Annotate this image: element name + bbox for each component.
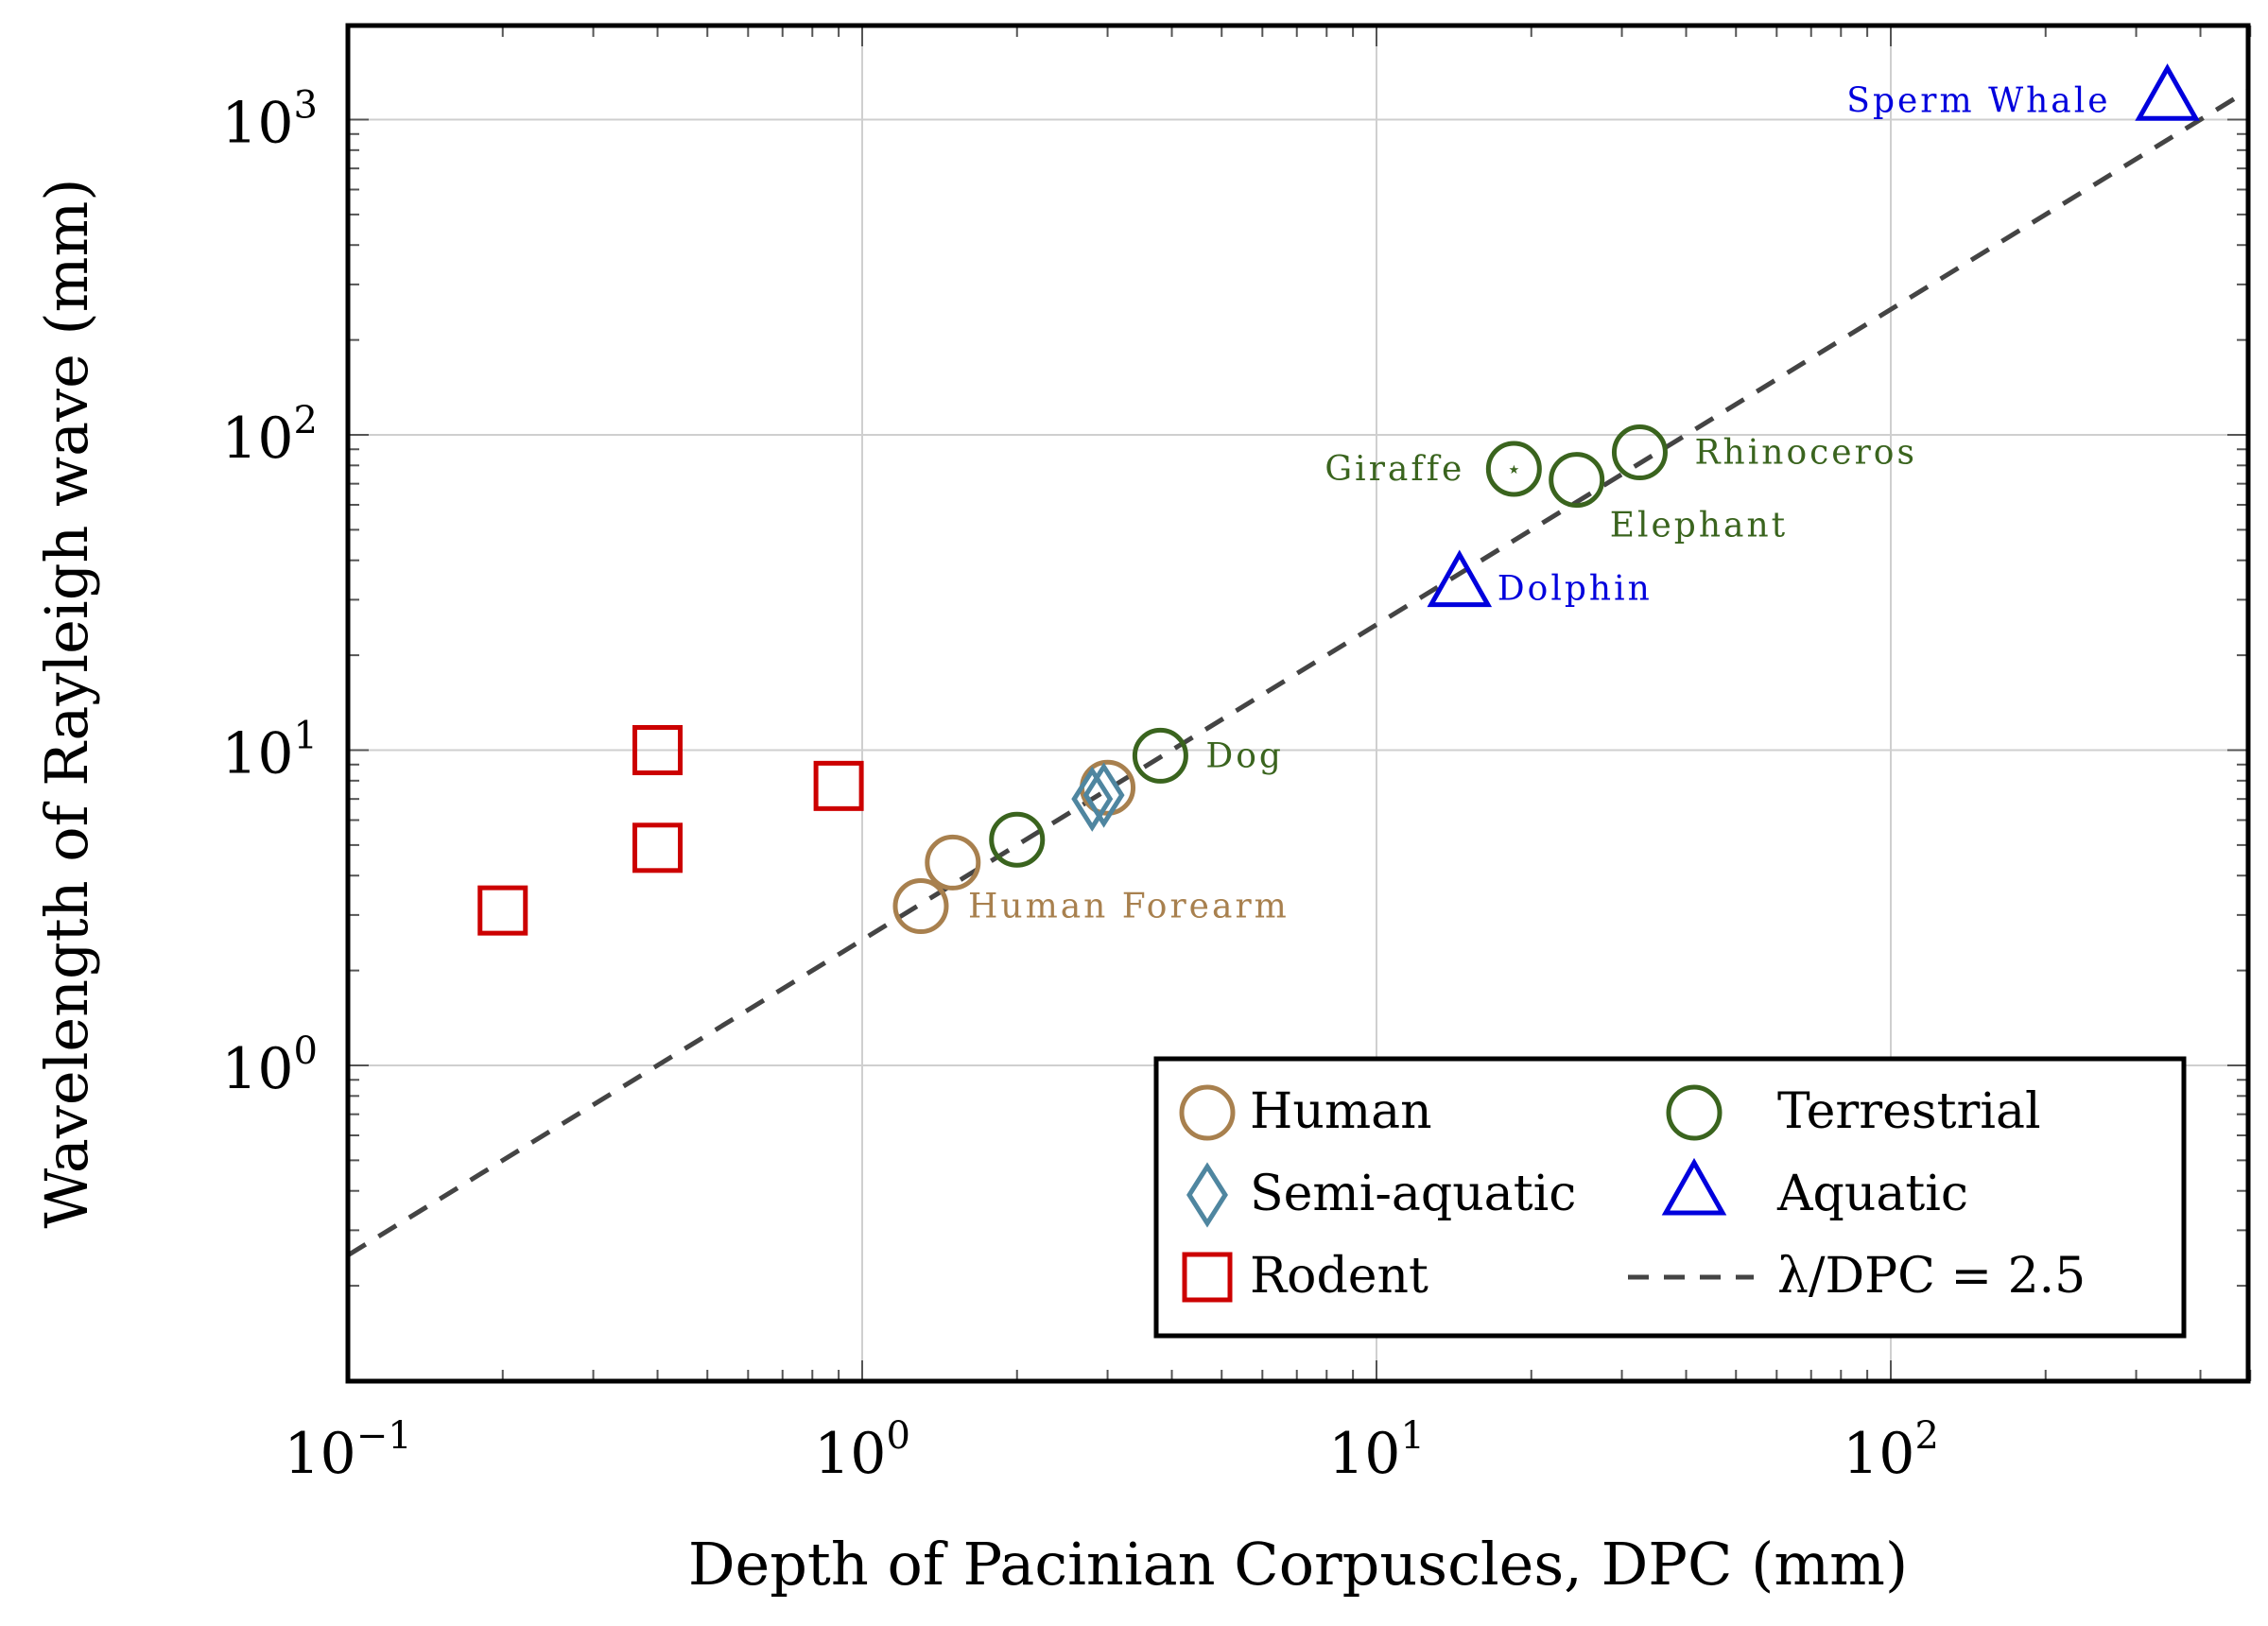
circle-marker: [892, 878, 949, 935]
legend-label-semi-aquatic: Semi-aquatic: [1250, 1166, 1576, 1222]
legend: Human Semi-aquatic Rodent Terrestrial Aq…: [1153, 1056, 2187, 1339]
star-icon: ⋆: [1506, 456, 1521, 484]
circle-marker: [1485, 441, 1542, 497]
point-label: Human Forearm: [968, 888, 1290, 926]
x-tick-label: 102: [1843, 1414, 1939, 1487]
triangle-marker: [1427, 549, 1493, 608]
y-tick-label: 103: [221, 84, 318, 157]
x-tick-label: 10−1: [284, 1414, 411, 1487]
y-tick-label: 102: [221, 399, 318, 472]
triangle-marker: [2135, 63, 2200, 121]
x-tick-label: 100: [814, 1414, 910, 1487]
legend-label-rodent: Rodent: [1250, 1248, 1428, 1305]
diamond-marker: [1071, 766, 1114, 832]
data-markers: ⋆: [477, 63, 2200, 936]
circle-marker: [989, 811, 1046, 868]
legend-label-human: Human: [1250, 1083, 1432, 1140]
fit-line-group: [348, 87, 2248, 1257]
fit-line: [348, 87, 2248, 1257]
circle-marker: [925, 834, 981, 891]
x-tick-label: 101: [1328, 1414, 1425, 1487]
point-label: Elephant: [1610, 507, 1788, 545]
y-axis-title: Wavelength of Rayleigh wave (mm): [32, 179, 101, 1229]
legend-symbols: [1179, 1084, 1754, 1303]
point-labels: Human Forearm Dog Giraffe Elephant Rhinocero…: [968, 81, 2110, 926]
point-label: Sperm Whale: [1846, 81, 2110, 120]
y-tick-label: 100: [221, 1029, 318, 1102]
tick-labels: 10−1 100 101 102 100 101 102 103: [221, 84, 1939, 1488]
point-label: Giraffe: [1324, 450, 1464, 489]
legend-label-aquatic: Aquatic: [1776, 1166, 1968, 1222]
y-tick-label: 101: [221, 715, 318, 787]
point-label: Dolphin: [1498, 570, 1653, 609]
circle-marker: [1132, 727, 1188, 784]
legend-label-fit: λ/DPC = 2.5: [1777, 1248, 2086, 1305]
square-marker: [632, 725, 684, 775]
legend-symbol-terrestrial: [1666, 1084, 1723, 1141]
legend-symbol-human: [1179, 1084, 1236, 1141]
circle-marker: [1611, 424, 1668, 481]
x-axis-title: Depth of Pacinian Corpuscles, DPC (mm): [688, 1530, 1908, 1599]
square-marker: [632, 822, 684, 874]
plot-frame: [345, 23, 2251, 1384]
diamond-marker: [1082, 762, 1125, 828]
legend-symbol-aquatic: [1661, 1157, 1727, 1216]
circle-marker: [1549, 452, 1605, 509]
square-marker: [477, 885, 528, 936]
square-marker: [813, 760, 864, 811]
point-label: Rhinoceros: [1694, 434, 1917, 473]
legend-symbol-rodent: [1182, 1252, 1233, 1303]
point-label: Dog: [1205, 736, 1284, 775]
legend-label-terrestrial: Terrestrial: [1777, 1083, 2041, 1140]
legend-symbol-semi-aquatic: [1186, 1162, 1228, 1228]
